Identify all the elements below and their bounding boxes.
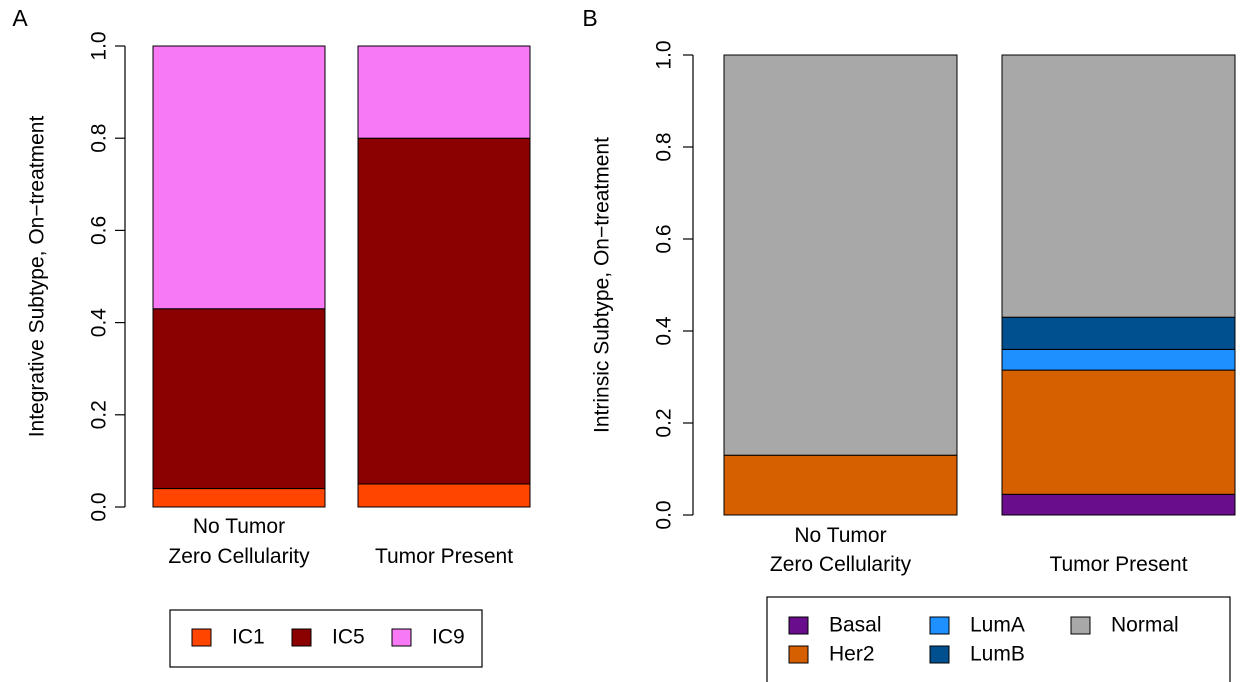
bar-segment (1001, 316, 1236, 350)
y-tick-label: 0.0 (88, 492, 111, 521)
y-tick-label: 0.2 (88, 400, 111, 429)
y-tick-label: 0.6 (653, 224, 676, 253)
bar-segment (357, 483, 531, 508)
y-tick-label: 0.4 (88, 308, 111, 338)
legend-label: LumB (970, 643, 1025, 666)
y-tick-label: 0.0 (653, 500, 676, 529)
legend-swatch (788, 645, 809, 664)
x-tick-label: Tumor Present (1049, 553, 1187, 576)
y-axis-label: Integrative Subtype, On−treatment (26, 116, 49, 438)
legend-swatch (1070, 616, 1091, 635)
legend-swatch (929, 616, 950, 635)
bar-segment (723, 454, 958, 516)
legend-label: Basal (829, 614, 882, 637)
legend-swatch (788, 616, 809, 635)
panel-label: A (12, 5, 28, 31)
bar-segment (152, 45, 326, 310)
y-tick-label: 1.0 (88, 31, 111, 60)
legend-box (169, 609, 483, 668)
legend-label: Normal (1111, 614, 1179, 637)
bar-segment (1001, 369, 1236, 495)
y-tick-label: 1.0 (653, 40, 676, 69)
legend-label: IC5 (332, 626, 365, 649)
y-tick-label: 0.4 (653, 316, 676, 346)
y-tick-label: 0.6 (88, 216, 111, 245)
bar-segment (1001, 54, 1236, 318)
legend-swatch (391, 628, 412, 647)
panel-label: B (582, 5, 597, 31)
legend-label: Her2 (829, 643, 875, 666)
y-tick-label: 0.8 (88, 124, 111, 153)
y-tick-label: 0.2 (653, 408, 676, 437)
bar-segment (1001, 348, 1236, 371)
legend-label: LumA (970, 614, 1025, 637)
y-tick-label: 0.8 (653, 132, 676, 161)
x-tick-label: No Tumor Zero Cellularity (168, 515, 310, 568)
bar-segment (152, 308, 326, 490)
legend-swatch (291, 628, 312, 647)
x-tick-label: Tumor Present (375, 545, 513, 568)
legend-label: IC9 (432, 626, 465, 649)
bar-segment (723, 54, 958, 456)
x-tick-label: No Tumor Zero Cellularity (770, 524, 912, 576)
y-axis-label: Intrinsic Subtype, On−treatment (591, 137, 614, 433)
bar-segment (1001, 493, 1236, 516)
bar-segment (357, 137, 531, 485)
legend-swatch (929, 645, 950, 664)
legend-label: IC1 (232, 626, 265, 649)
legend-box (766, 596, 1231, 682)
bar-segment (357, 45, 531, 139)
legend-swatch (191, 628, 212, 647)
bar-segment (152, 488, 326, 508)
